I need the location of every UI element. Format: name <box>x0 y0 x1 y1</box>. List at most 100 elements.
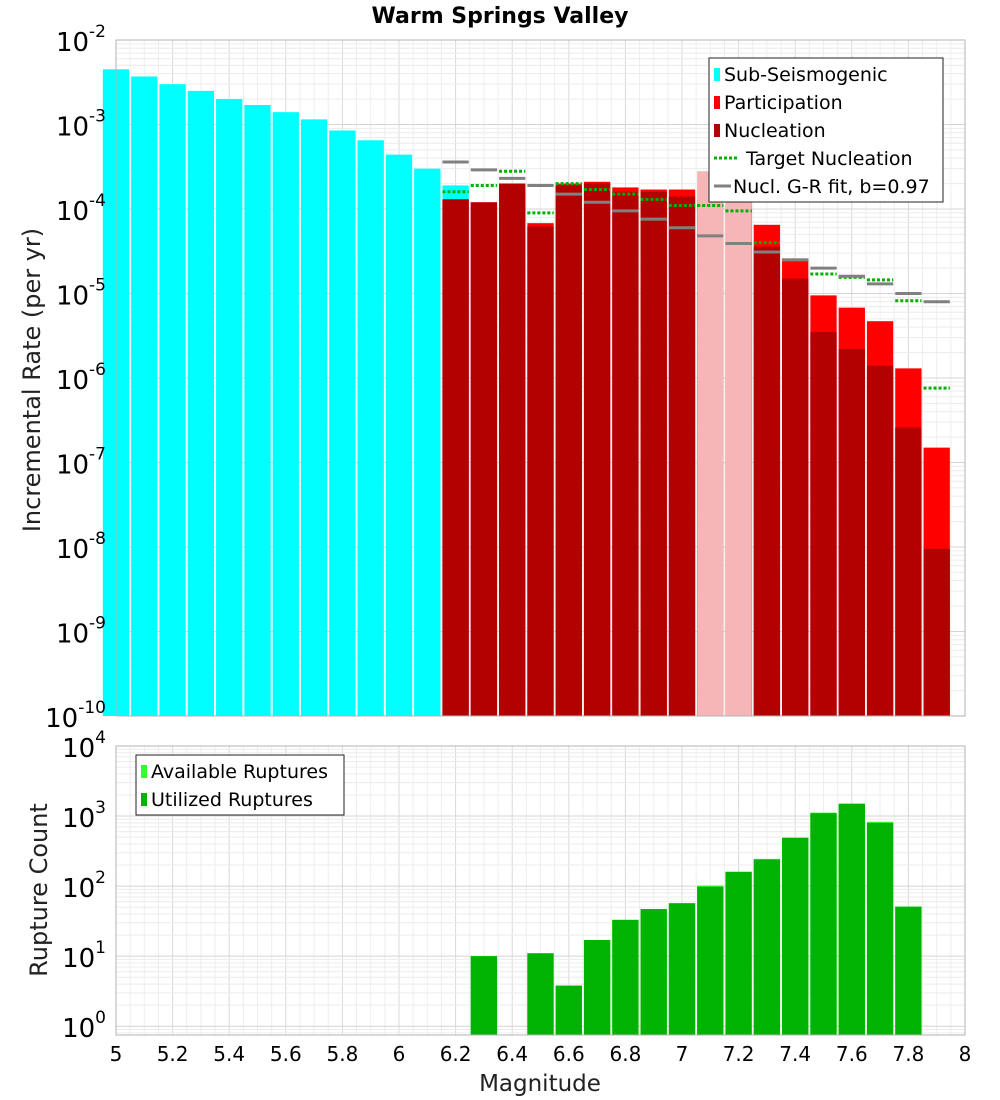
top-y-tick-base: 10 <box>45 704 78 734</box>
top-y-tick-base: 10 <box>56 28 89 58</box>
top-legend-label-nucleation: Nucleation <box>724 120 826 142</box>
top-y-tick-exponent: -2 <box>89 22 106 42</box>
top-y-tick-exponent: -6 <box>89 360 106 380</box>
bottom-bar-utilized-ruptures <box>838 803 865 1035</box>
top-bar-sub-seismogenic <box>131 76 158 717</box>
bottom-y-tick-base: 10 <box>62 1014 95 1044</box>
top-legend-label-participation: Participation <box>724 92 843 114</box>
top-bar-nucleation <box>612 191 639 717</box>
top-y-tick-label: 10-6 <box>56 360 106 396</box>
top-bar-sub-seismogenic <box>187 90 215 716</box>
top-step-markers <box>442 160 950 390</box>
top-bar-sub-seismogenic <box>216 99 243 716</box>
top-y-tick-label: 10-9 <box>56 614 106 650</box>
top-bar-sub-seismogenic <box>300 119 328 716</box>
top-y-tick-label: 10-5 <box>56 276 106 312</box>
bottom-y-tick-exponent: 4 <box>95 728 106 748</box>
bottom-bar-utilized-ruptures <box>640 909 667 1035</box>
top-bar-sub-seismogenic <box>357 140 384 716</box>
x-tick-label: 5.2 <box>157 1042 189 1066</box>
x-tick-label: 6.8 <box>609 1042 641 1066</box>
top-bar-sub-seismogenic <box>159 84 186 717</box>
top-y-tick-base: 10 <box>56 197 89 227</box>
x-tick-label: 5.8 <box>326 1042 358 1066</box>
top-bar-sub-seismogenic <box>272 112 299 717</box>
top-bar-nucleation <box>442 199 469 717</box>
top-bar-sub-seismogenic <box>414 168 441 717</box>
top-y-tick-base: 10 <box>56 535 89 565</box>
top-y-tick-label: 10-2 <box>56 22 106 58</box>
bottom-y-tick-exponent: 0 <box>95 1008 106 1028</box>
x-tick-label: 6 <box>393 1042 406 1066</box>
x-axis-label: Magnitude <box>479 1071 601 1097</box>
top-legend-swatch-participation <box>714 96 720 109</box>
bottom-vertical-grid <box>115 746 966 1035</box>
top-bar-nucleation <box>753 246 781 716</box>
bottom-bar-utilized-ruptures <box>782 837 809 1035</box>
top-y-tick-label: 10-8 <box>56 529 106 565</box>
top-y-tick-label: 10-10 <box>45 698 106 734</box>
top-y-tick-exponent: -3 <box>89 107 106 127</box>
top-y-tick-base: 10 <box>56 620 89 650</box>
bottom-bar-utilized-ruptures <box>668 903 696 1035</box>
bottom-bars <box>470 803 922 1035</box>
top-bar-nucleation <box>499 183 526 716</box>
top-bar-nucleation-light-overlay <box>697 171 724 716</box>
top-bar-nucleation <box>583 183 611 716</box>
top-y-tick-base: 10 <box>56 366 89 396</box>
top-y-tick-label: 10-7 <box>56 445 106 481</box>
x-tick-label: 6.4 <box>496 1042 528 1066</box>
top-bar-nucleation <box>782 278 809 716</box>
bottom-y-tick-label: 104 <box>62 728 106 764</box>
top-plot-frame <box>115 39 966 717</box>
top-y-tick-exponent: -7 <box>89 445 106 465</box>
bottom-bar-utilized-ruptures <box>612 919 639 1035</box>
bottom-legend-box <box>135 754 345 816</box>
bottom-y-tick-label: 102 <box>62 868 106 904</box>
top-y-tick-base: 10 <box>56 282 89 312</box>
x-tick-label: 5 <box>110 1042 123 1066</box>
top-y-axis-label: Incremental Rate (per yr) <box>18 228 46 532</box>
top-legend-swatch-sub-seismogenic <box>714 68 720 81</box>
bottom-bar-utilized-ruptures <box>470 956 498 1035</box>
bottom-bar-utilized-ruptures <box>725 871 752 1035</box>
bottom-y-tick-label: 101 <box>62 938 106 974</box>
bottom-bar-utilized-ruptures <box>697 886 724 1035</box>
top-y-tick-base: 10 <box>56 451 89 481</box>
top-y-tick-exponent: -5 <box>89 276 106 296</box>
x-tick-label: 6.2 <box>440 1042 472 1066</box>
top-bar-nucleation <box>866 365 894 716</box>
bottom-x-ticks: 5 5.2 5.4 5.6 5.8 6 6.2 6.4 6.6 6.8 7 7.2 7.4 7.6 7.8 8 <box>110 1042 972 1066</box>
top-y-tick-exponent: -9 <box>89 614 106 634</box>
top-bar-nucleation <box>470 202 498 716</box>
top-bar-nucleation <box>527 226 554 716</box>
top-y-tick-exponent: -4 <box>89 191 106 211</box>
top-y-tick-label: 10-4 <box>56 191 106 227</box>
chart-title: Warm Springs Valley <box>372 4 629 29</box>
bottom-y-tick-base: 10 <box>62 874 95 904</box>
top-legend-swatch-nucleation <box>714 124 720 137</box>
x-tick-label: 8 <box>959 1042 972 1066</box>
top-legend-label-nucl-g-r-fit-b-0-97: Nucl. G-R fit, b=0.97 <box>733 176 930 198</box>
x-tick-label: 5.4 <box>213 1042 245 1066</box>
bottom-bar-utilized-ruptures <box>583 940 611 1035</box>
top-bar-sub-seismogenic <box>244 105 271 716</box>
bottom-legend: Available Ruptures Utilized Ruptures <box>135 754 345 816</box>
top-bar-nucleation <box>555 185 582 717</box>
top-bar-sub-seismogenic <box>385 154 413 717</box>
top-y-tick-base: 10 <box>56 113 89 143</box>
bottom-legend-swatch-available-ruptures <box>141 765 147 778</box>
top-y-tick-label: 10-3 <box>56 107 106 143</box>
x-tick-label: 7 <box>676 1042 689 1066</box>
bottom-bar-utilized-ruptures <box>810 813 837 1035</box>
top-legend-box <box>708 57 944 203</box>
top-legend-label-target-nucleation: Target Nucleation <box>745 148 913 170</box>
top-bar-nucleation <box>810 332 837 716</box>
top-bar-nucleation <box>923 548 950 716</box>
top-y-tick-exponent: -10 <box>78 698 106 718</box>
bottom-y-tick-base: 10 <box>62 944 95 974</box>
bottom-y-tick-exponent: 2 <box>95 868 106 888</box>
